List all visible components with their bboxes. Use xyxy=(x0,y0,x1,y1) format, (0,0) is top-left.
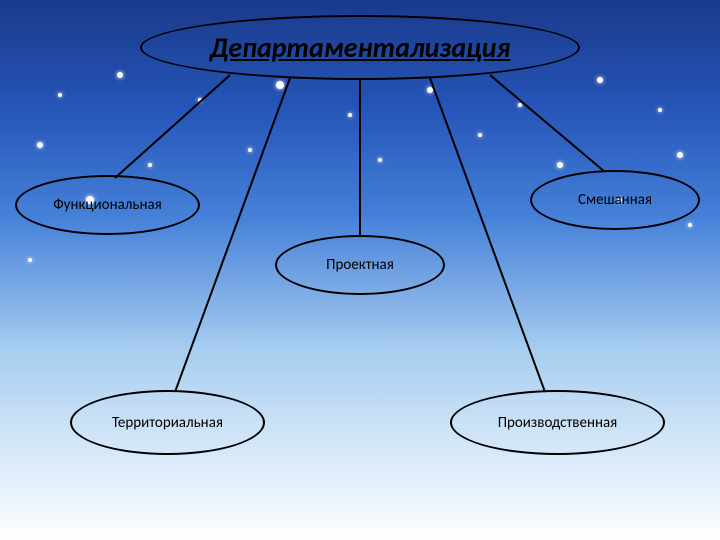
star-icon xyxy=(557,162,563,168)
edge-line xyxy=(115,75,230,178)
star-icon xyxy=(248,148,252,152)
child-node-project: Проектная xyxy=(275,235,445,295)
star-icon xyxy=(37,142,43,148)
star-icon xyxy=(688,223,692,227)
edge-line xyxy=(430,78,545,392)
star-icon xyxy=(518,103,522,107)
star-icon xyxy=(58,93,62,97)
star-icon xyxy=(658,108,662,112)
title-node: Департаментализация xyxy=(140,15,580,80)
star-icon xyxy=(597,77,603,83)
child-label-mixed: Смешанная xyxy=(578,191,652,209)
child-node-functional: Функциональная xyxy=(15,175,200,235)
star-icon xyxy=(427,87,433,93)
star-icon xyxy=(478,133,482,137)
star-icon xyxy=(148,163,152,167)
child-label-production: Производственная xyxy=(498,414,618,432)
child-label-project: Проектная xyxy=(326,256,394,274)
star-icon xyxy=(677,152,683,158)
star-icon xyxy=(348,113,352,117)
star-icon xyxy=(276,81,284,89)
star-icon xyxy=(28,258,32,262)
star-icon xyxy=(198,98,202,102)
title-label: Департаментализация xyxy=(210,30,511,65)
edge-line xyxy=(490,75,605,172)
child-node-mixed: Смешанная xyxy=(530,170,700,230)
star-icon xyxy=(378,158,382,162)
child-label-functional: Функциональная xyxy=(53,196,162,214)
star-icon xyxy=(117,72,123,78)
child-node-territorial: Территориальная xyxy=(70,390,265,455)
child-label-territorial: Территориальная xyxy=(112,414,223,432)
edge-line xyxy=(175,78,290,392)
child-node-production: Производственная xyxy=(450,390,665,455)
